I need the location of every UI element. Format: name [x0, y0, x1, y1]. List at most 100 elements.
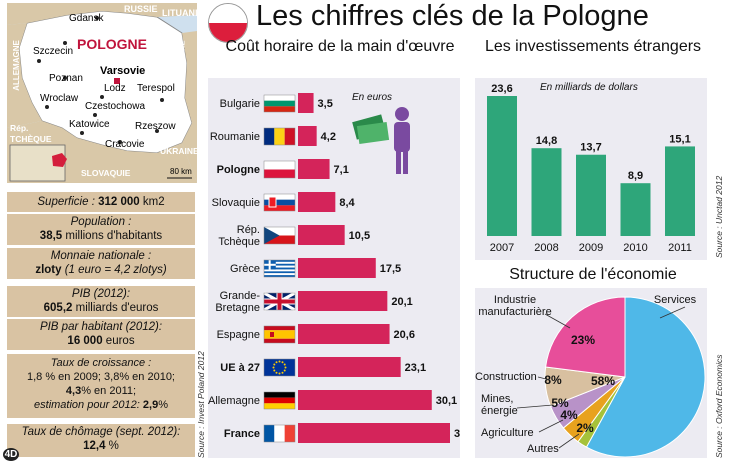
map-graphic: [7, 3, 197, 183]
fdi-value-label: 8,9: [628, 170, 643, 182]
poland-map: Gdansk Szczecin Varsovie Poznan Lodz Ter…: [7, 3, 197, 183]
fdi-bar: [620, 183, 651, 236]
flag-icon: [263, 259, 296, 278]
map-city: Poznan: [49, 73, 83, 84]
map-city: Terespol: [137, 83, 175, 94]
pie-category-label: Autres: [527, 443, 559, 455]
labour-bar: [298, 423, 450, 443]
labour-category-label: Pologne: [217, 164, 260, 176]
fdi-value-label: 13,7: [580, 142, 601, 154]
pie-category-label: Industrie manufacturière: [478, 294, 551, 318]
fdi-year-label: 2007: [490, 242, 514, 254]
labour-value-label: 20,1: [391, 296, 412, 308]
flag-icon: [263, 391, 296, 410]
map-city: Cracovie: [105, 139, 145, 150]
poland-flag-icon: [208, 3, 248, 43]
stat-monnaie: Monnaie nationale : zloty (1 euro = 4,2 …: [7, 248, 195, 279]
labour-bar: [298, 258, 376, 278]
labour-category-label: Grande-Bretagne: [215, 290, 260, 314]
labour-unit-note: En euros: [352, 92, 393, 103]
pie-percent-label: 23%: [571, 333, 595, 347]
flag-icon: [263, 127, 296, 146]
map-city: Gdansk: [69, 13, 104, 24]
fdi-year-label: 2008: [534, 242, 558, 254]
pie-category-label: Construction: [475, 371, 537, 383]
map-country-label: POLOGNE: [77, 36, 148, 52]
economy-pie-chart: 58% 2%4%5% 8% 23% Services Autres Agriculture M…: [475, 294, 706, 458]
stat-chomage: Taux de chômage (sept. 2012): 12,4 %: [7, 424, 195, 457]
fdi-year-label: 2011: [668, 242, 692, 254]
flag-icon: [263, 226, 296, 245]
fdi-bar-chart: 23,6 2007 14,8 2008 13,7 2009 8,9 2010 15,1 2011: [487, 83, 695, 254]
labour-category-label: Slovaquie: [212, 197, 260, 209]
flag-icon: [263, 358, 296, 377]
labour-bar: [298, 390, 432, 410]
pie-slice: [545, 296, 626, 378]
labour-value-label: 30,1: [436, 395, 457, 407]
pie-leader-line: [537, 376, 551, 381]
labour-value-label: 4,2: [321, 131, 336, 143]
fdi-year-label: 2010: [623, 242, 647, 254]
stat-population: Population : 38,5 millions d'habitants: [7, 214, 195, 245]
fdi-bar: [531, 148, 562, 236]
map-scale: 80 km: [170, 167, 192, 176]
labour-category-label: Rép. Tchèque: [218, 224, 260, 248]
fdi-bar: [576, 154, 606, 236]
afp-4d-logo: 4D: [3, 448, 19, 461]
flag-icon: [263, 94, 296, 113]
map-city: Lodz: [104, 83, 126, 94]
map-neighbour: SLOVAQUIE: [81, 168, 131, 178]
worker-money-icon: [352, 107, 410, 174]
pie-leader-line: [544, 313, 571, 329]
pie-leader-line: [538, 419, 564, 433]
flag-icon: [263, 424, 296, 443]
labour-bar: [298, 291, 388, 311]
labour-category-label: Bulgarie: [220, 98, 260, 110]
map-city: Rzeszow: [135, 121, 176, 132]
map-neighbour: ALLEMAGNE: [11, 40, 21, 91]
fdi-year-label: 2009: [579, 242, 603, 254]
labour-bar: [298, 324, 390, 344]
pie-chart-title: Structure de l'économie: [509, 266, 677, 283]
labour-bar: [298, 357, 401, 377]
labour-source: Source : Invest Poland 2012: [196, 351, 206, 458]
stat-croissance: Taux de croissance : 1,8 % en 2009; 3,8%…: [7, 354, 195, 418]
fdi-value-label: 15,1: [669, 133, 690, 145]
labour-value-label: 20,6: [394, 329, 415, 341]
fdi-value-label: 14,8: [536, 135, 557, 147]
pie-percent-label: 2%: [576, 421, 594, 435]
pie-leader-line: [558, 433, 580, 449]
labour-category-label: Roumanie: [210, 131, 260, 143]
labour-value-label: 23,1: [405, 362, 426, 374]
flag-icon: [263, 325, 296, 344]
labour-bar: [298, 93, 314, 113]
labour-value-label: 7,1: [334, 164, 349, 176]
labour-chart-title: Coût horaire de la main d'œuvre: [225, 38, 455, 55]
map-neighbour: RUSSIE: [124, 4, 158, 14]
fdi-bar: [487, 96, 517, 236]
map-city: Szczecin: [33, 46, 74, 57]
pie-leader-line: [516, 404, 554, 409]
pie-percent-label: 58%: [591, 374, 615, 388]
labour-value-label: 34,2: [454, 428, 460, 440]
fdi-value-label: 23,6: [491, 83, 512, 95]
labour-category-label: UE à 27: [220, 362, 260, 374]
pie-category-label: Agriculture: [481, 427, 534, 439]
labour-bar: [298, 126, 317, 146]
map-neighbour: UKRAINE: [160, 146, 197, 156]
labour-category-label: Espagne: [217, 329, 260, 341]
labour-bar: [298, 192, 336, 212]
stat-pib: PIB (2012): 605,2 milliards d'euros: [7, 286, 195, 317]
labour-bar: [298, 225, 345, 245]
flag-icon: [263, 160, 296, 179]
map-city: Katowice: [69, 119, 110, 130]
pie-percent-label: 8%: [544, 373, 562, 387]
fdi-unit-note: En milliards de dollars: [540, 82, 638, 93]
page-title: Les chiffres clés de la Pologne: [256, 0, 649, 32]
map-neighbour: LITUANIE: [162, 8, 197, 18]
fdi-source: Source : Unctad 2012: [714, 175, 724, 258]
map-neighbour: Rép. TCHÈQUE: [10, 123, 52, 144]
fdi-chart-title: Les investissements étrangers: [484, 38, 702, 55]
pie-slice: [585, 296, 706, 458]
map-city: Wroclaw: [40, 93, 79, 104]
